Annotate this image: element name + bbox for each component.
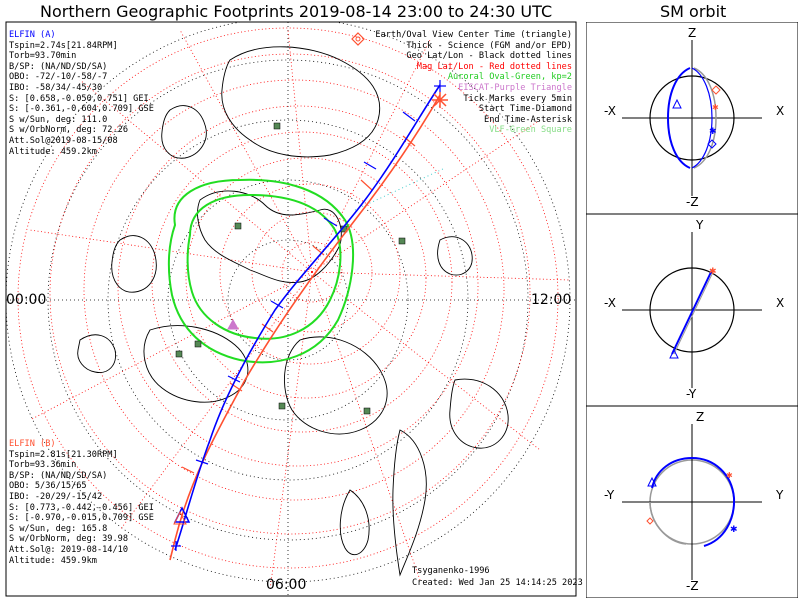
sm-orbit-panels: ✱ ✱ ✱ ✱ ✱ <box>586 22 798 598</box>
orbit-p1-right: X <box>776 104 785 118</box>
svg-text:✱: ✱ <box>730 525 738 535</box>
elfin-a-line: Tspin=2.74s[21.84RPM] <box>9 40 118 51</box>
elfin-a-line: S: [-0.361,-0.604,0.709] GSE <box>9 104 154 115</box>
svg-text:✱: ✱ <box>709 127 717 137</box>
elfin-b-start-diamond <box>351 32 365 46</box>
elfin-b-line: S: [-0.970,-0.015,0.709] GSE <box>9 513 154 524</box>
legend-item: VLF-Green Square <box>489 125 572 136</box>
elfin-b-ticks <box>181 135 416 474</box>
svg-text:✱: ✱ <box>709 267 717 277</box>
orbit-p1-top: Z <box>688 26 697 40</box>
orbit-p3-left: -Y <box>604 488 615 502</box>
orbit-p1-left: -X <box>604 104 616 118</box>
orbit-p3-bottom: -Z <box>686 579 699 593</box>
elfin-a-line: OBO: -72/-10/-58/-7 <box>9 72 108 83</box>
elfin-a-end-asterisk <box>434 80 446 92</box>
elfin-b-line: Tspin=2.81s[21.30RPM] <box>9 449 118 460</box>
time-label-bottom: 06:00 <box>266 577 307 593</box>
time-label-right: 12:00 <box>531 292 572 308</box>
elfin-b-info: ELFIN (B) Tspin=2.81s[21.30RPM] Torb=93.… <box>9 439 154 566</box>
elfin-b-line: IBO: -20/29/-15/42 <box>9 491 103 502</box>
elfin-a-line: B/SP: (NA/ND/SD/SA) <box>9 61 108 72</box>
elfin-b-view-triangle <box>173 510 187 525</box>
elfin-a-line: Torb=93.70min <box>9 51 77 62</box>
eiscat-triangle <box>227 318 239 330</box>
legend-item: EISCAT-Purple Triangle <box>458 82 572 93</box>
orbit-p2-bottom: -Y <box>686 387 697 401</box>
elfin-b-line: B/SP: (NA/ND/SD/SA) <box>9 470 108 481</box>
legend-item: Thick - Science (FGM and/or EPD) <box>406 40 572 51</box>
elfin-a-line: S: [0.658,-0.050,0.751] GEI <box>9 93 149 104</box>
elfin-b-end-asterisk <box>432 92 448 108</box>
elfin-a-track <box>174 84 441 551</box>
orbit-p2-right: X <box>776 296 785 310</box>
elfin-b-line: Att.Sol@: 2019-08-14/10 <box>9 544 128 555</box>
legend-item: Geo Lat/Lon - Black dotted lines <box>406 51 572 62</box>
orbit-p1-bottom: -Z <box>686 195 699 209</box>
created-label: Created: Wed Jan 25 14:14:25 2023 <box>412 578 583 588</box>
elfin-a-name: ELFIN (A) <box>9 30 56 40</box>
elfin-b-line: Torb=93.36min <box>9 460 77 471</box>
orbit-p2-top: Y <box>696 218 704 232</box>
legend-item: Start Time-Diamond <box>478 104 572 115</box>
elfin-a-line: Altitude: 459.2km <box>9 146 97 157</box>
elfin-a-line: Att.Sol@2019-08-15/08 <box>9 135 118 146</box>
elfin-a-info: ELFIN (A) Tspin=2.74s[21.84RPM] Torb=93.… <box>9 30 154 157</box>
elfin-a-line: IBO: -58/34/-45/30 <box>9 82 103 93</box>
svg-text:✱: ✱ <box>712 103 719 112</box>
coastlines <box>77 46 509 577</box>
model-label: Tsyganenko-1996 <box>412 566 490 576</box>
legend-item: Mag Lat/Lon - Red dotted lines <box>416 61 572 72</box>
elfin-b-line: S: [0.773,-0.442,-0.456] GEI <box>9 502 154 513</box>
legend-item: End Time-Asterisk <box>484 114 572 125</box>
view-center-line <box>354 167 446 211</box>
plot-title: Northern Geographic Footprints 2019-08-1… <box>40 2 553 21</box>
orbit-p3-top: Z <box>696 410 705 424</box>
legend-item: Auroral Oval-Green, kp=2 <box>447 72 572 83</box>
legend-item: Tick Marks every 5min <box>463 93 572 104</box>
elfin-a-line: S w/OrbNorm, deg: 72.26 <box>9 125 128 136</box>
elfin-b-line: S w/Sun, deg: 165.8 <box>9 523 108 534</box>
svg-text:✱: ✱ <box>726 471 733 480</box>
auroral-oval <box>167 178 355 364</box>
orbit-panel-xy: ✱ <box>586 213 798 407</box>
time-label-left: 00:00 <box>6 292 47 308</box>
mag-grid <box>17 27 571 591</box>
orbit-panel-yz: ✱ ✱ <box>586 405 798 598</box>
orbit-p3-right: Y <box>776 488 784 502</box>
orbit-panel-xz: ✱ ✱ <box>586 22 798 215</box>
elfin-b-name: ELFIN (B) <box>9 439 56 449</box>
elfin-a-ticks <box>195 111 416 465</box>
elfin-b-start-dot <box>355 36 361 42</box>
elfin-b-line: Altitude: 459.9km <box>9 555 97 566</box>
elfin-a-line: S w/Sun, deg: 111.0 <box>9 114 108 125</box>
orbit-title: SM orbit <box>660 2 727 21</box>
elfin-b-line: OBO: 5/36/15/65 <box>9 481 87 492</box>
legend-item: Earth/Oval View Center Time (triangle) <box>375 30 572 40</box>
elfin-a-start-asterisk <box>171 541 181 551</box>
legend: Earth/Oval View Center Time (triangle) T… <box>375 30 572 136</box>
orbit-p2-left: -X <box>604 296 616 310</box>
elfin-b-line: S w/OrbNorm, deg: 39.98 <box>9 534 128 545</box>
